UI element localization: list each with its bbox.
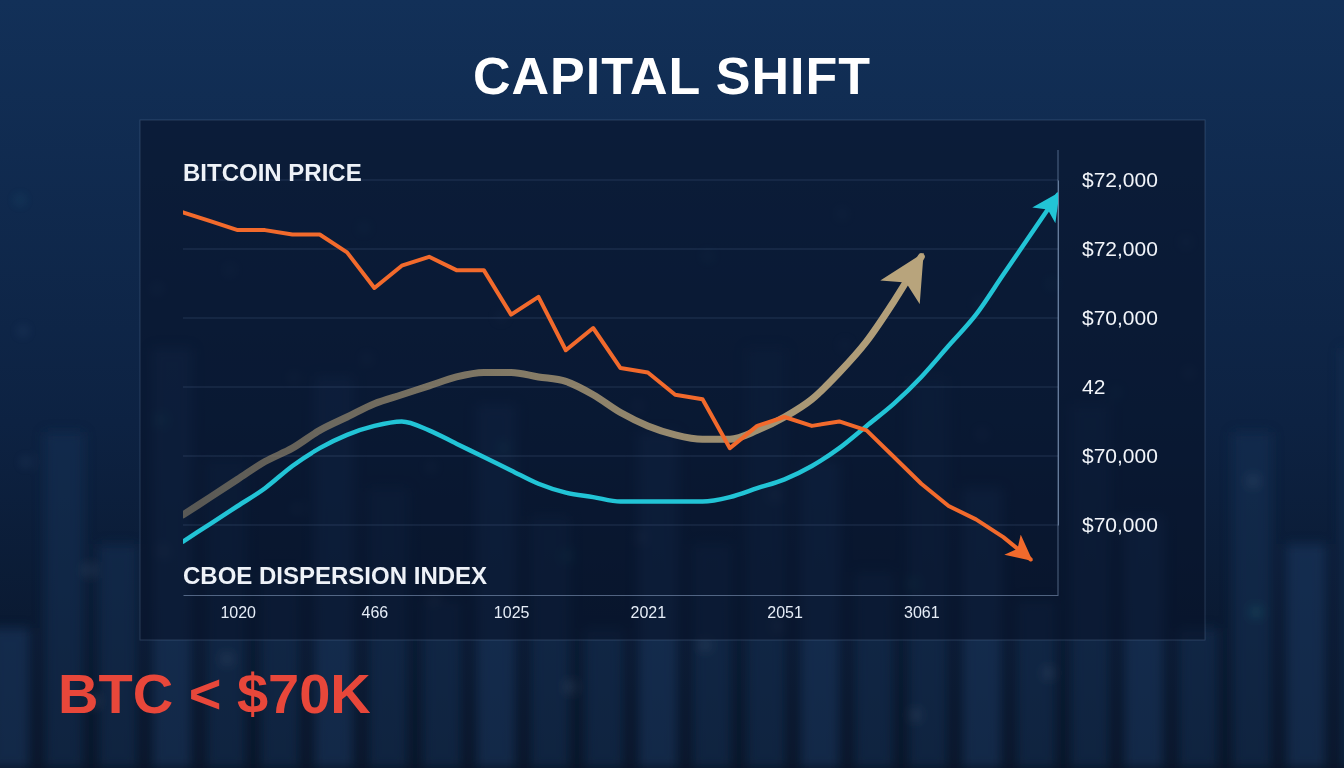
city-light	[17, 197, 23, 203]
city-light	[1250, 478, 1256, 484]
series-label: BITCOIN PRICE	[183, 159, 362, 186]
grid-line	[183, 525, 1058, 526]
y-tick-label: $70,000	[1082, 513, 1158, 536]
y-axis: $72,000 $72,000 $70,000 42 $70,000 $70,000	[1058, 168, 1158, 536]
y-tick-label: $70,000	[1082, 444, 1158, 467]
x-tick: 466	[362, 595, 389, 621]
x-tick-label: 2021	[631, 604, 667, 621]
city-light	[20, 328, 26, 334]
grid-line	[183, 249, 1058, 250]
building	[1286, 544, 1326, 768]
x-axis-line	[184, 595, 1059, 596]
x-tick-label: 2051	[767, 604, 803, 621]
y-axis-line	[1058, 181, 1059, 526]
y-tick: $70,000	[1058, 513, 1158, 536]
city-light	[23, 459, 29, 465]
y-tick: $70,000	[1058, 306, 1158, 329]
annotation: BTC < $70K	[58, 662, 371, 725]
grid-line	[183, 456, 1058, 457]
y-tick: $72,000	[1058, 168, 1158, 191]
background	[0, 0, 1344, 768]
grid-line	[183, 318, 1058, 319]
chart-svg: CAPITAL SHIFT 1020 466 1025 2021 2051 3061 $72,…	[0, 0, 1344, 768]
x-tick-label: 1020	[220, 604, 256, 621]
city-light	[1253, 609, 1259, 615]
city-light	[87, 567, 93, 573]
city-light	[568, 684, 574, 690]
series-line	[183, 212, 1031, 559]
city-light	[912, 712, 918, 718]
x-tick-label: 3061	[904, 604, 940, 621]
x-tick: 3061	[904, 595, 940, 621]
building	[1340, 348, 1344, 768]
x-tick: 2051	[767, 595, 803, 621]
chart-title: CAPITAL SHIFT	[473, 47, 871, 105]
y-tick: $72,000	[1058, 237, 1158, 260]
x-tick-label: 1025	[494, 604, 530, 621]
plot-area	[183, 195, 1058, 560]
series-labels: BITCOIN PRICE CBOE DISPERSION INDEX	[183, 159, 487, 589]
y-tick-label: $72,000	[1082, 168, 1158, 191]
y-tick-label: 42	[1082, 375, 1105, 398]
series-line	[183, 257, 921, 515]
y-tick: $70,000	[1058, 444, 1158, 467]
city-light	[1046, 670, 1052, 676]
series-label: CBOE DISPERSION INDEX	[183, 562, 487, 589]
grid	[183, 180, 1058, 525]
plot-frame	[1058, 150, 1059, 595]
x-tick: 2021	[631, 595, 667, 621]
building	[98, 544, 138, 768]
chart-panel	[140, 120, 1205, 640]
building	[1232, 432, 1272, 768]
y-tick-label: $70,000	[1082, 306, 1158, 329]
y-tick: 42	[1058, 375, 1105, 398]
x-tick-label: 466	[362, 604, 389, 621]
chart-root: CAPITAL SHIFT 1020 466 1025 2021 2051 3061 $72,…	[0, 0, 1344, 768]
building	[0, 628, 30, 768]
x-axis: 1020 466 1025 2021 2051 3061	[184, 595, 1059, 621]
building	[1178, 628, 1218, 768]
city-light	[702, 642, 708, 648]
x-tick: 1020	[220, 595, 256, 621]
y-tick-label: $72,000	[1082, 237, 1158, 260]
building	[584, 628, 624, 768]
grid-line	[183, 387, 1058, 388]
x-tick: 1025	[494, 595, 530, 621]
